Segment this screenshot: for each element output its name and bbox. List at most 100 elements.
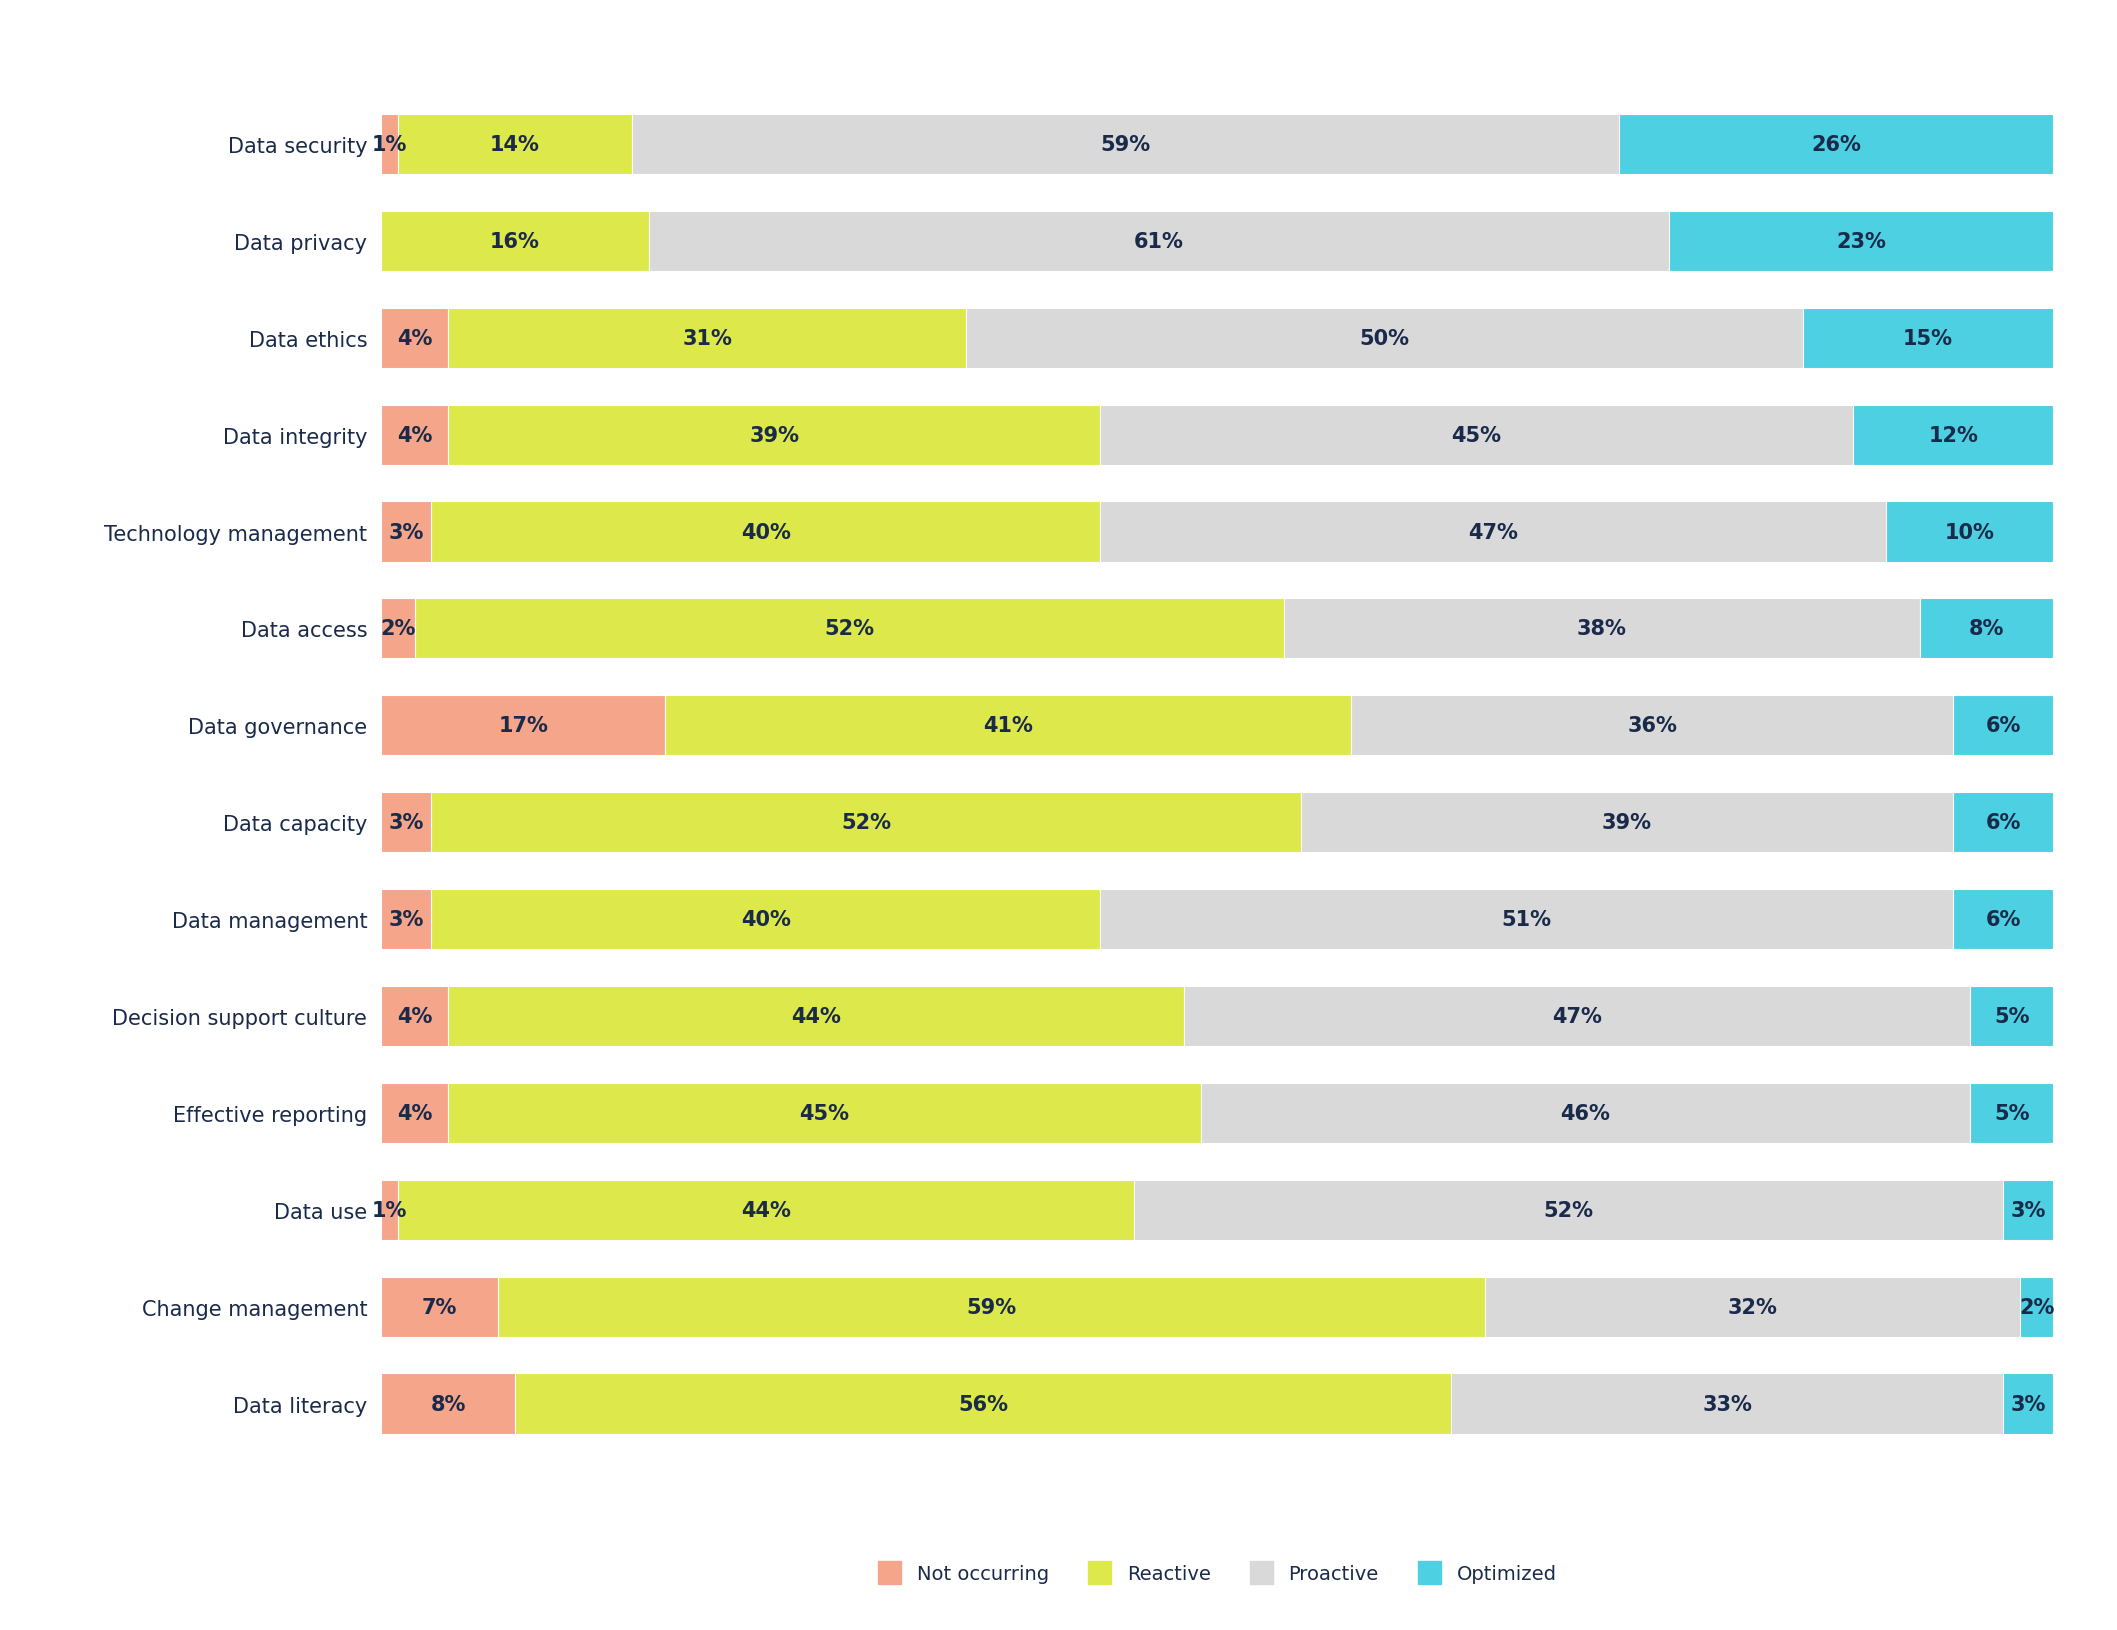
Text: 52%: 52% <box>824 619 874 639</box>
Text: 38%: 38% <box>1577 619 1626 639</box>
Bar <box>415 598 1285 659</box>
Bar <box>432 792 1300 852</box>
Bar <box>1101 502 1886 562</box>
Text: 8%: 8% <box>430 1394 466 1413</box>
Bar <box>381 696 665 756</box>
Bar <box>1135 1180 2003 1240</box>
Text: 5%: 5% <box>1994 1006 2030 1027</box>
Text: 41%: 41% <box>982 716 1033 735</box>
Bar <box>381 308 449 368</box>
Text: 44%: 44% <box>741 1200 790 1219</box>
Bar <box>432 502 1101 562</box>
Bar <box>381 1084 449 1143</box>
Text: 4%: 4% <box>396 329 432 349</box>
Bar <box>1886 502 2053 562</box>
Text: 45%: 45% <box>800 1104 849 1123</box>
Text: 14%: 14% <box>489 135 540 155</box>
Text: 10%: 10% <box>1946 522 1994 543</box>
Bar <box>381 792 432 852</box>
Bar <box>432 890 1101 950</box>
Bar <box>1101 406 1852 465</box>
Text: 6%: 6% <box>1986 910 2022 929</box>
Bar <box>449 406 1101 465</box>
Bar <box>381 114 398 174</box>
Bar <box>1452 1374 2003 1434</box>
Text: 4%: 4% <box>396 1104 432 1123</box>
Text: 61%: 61% <box>1135 231 1183 251</box>
Text: 6%: 6% <box>1986 716 2022 735</box>
Text: 33%: 33% <box>1702 1394 1753 1413</box>
Bar <box>398 114 633 174</box>
Text: 46%: 46% <box>1560 1104 1611 1123</box>
Text: 45%: 45% <box>1452 425 1501 445</box>
Bar <box>1285 598 1920 659</box>
Text: 3%: 3% <box>2011 1200 2047 1219</box>
Bar <box>1101 890 1954 950</box>
Bar <box>1620 114 2053 174</box>
Bar <box>1954 890 2053 950</box>
Text: 52%: 52% <box>840 813 891 833</box>
Bar <box>1920 598 2053 659</box>
Text: 39%: 39% <box>1603 813 1651 833</box>
Text: 50%: 50% <box>1359 329 1410 349</box>
Text: 56%: 56% <box>959 1394 1008 1413</box>
Bar <box>1668 212 2053 272</box>
Bar <box>449 986 1183 1046</box>
Bar <box>381 598 415 659</box>
Text: 7%: 7% <box>421 1297 457 1317</box>
Text: 3%: 3% <box>387 910 423 929</box>
Bar <box>2003 1180 2053 1240</box>
Bar <box>381 406 449 465</box>
Text: 32%: 32% <box>1727 1297 1778 1317</box>
Bar <box>449 1084 1200 1143</box>
Text: 23%: 23% <box>1835 231 1886 251</box>
Text: 6%: 6% <box>1986 813 2022 833</box>
Text: 5%: 5% <box>1994 1104 2030 1123</box>
Text: 12%: 12% <box>1929 425 1977 445</box>
Bar <box>449 308 965 368</box>
Bar <box>2003 1374 2053 1434</box>
Text: 1%: 1% <box>373 1200 406 1219</box>
Bar <box>1969 986 2053 1046</box>
Text: 16%: 16% <box>489 231 540 251</box>
Text: 4%: 4% <box>396 1006 432 1027</box>
Text: 47%: 47% <box>1469 522 1518 543</box>
Bar <box>631 114 1620 174</box>
Bar <box>965 308 1804 368</box>
Bar <box>381 1276 497 1337</box>
Text: 4%: 4% <box>396 425 432 445</box>
Bar <box>514 1374 1452 1434</box>
Text: 2%: 2% <box>381 619 415 639</box>
Text: 3%: 3% <box>2011 1394 2047 1413</box>
Bar <box>1183 986 1971 1046</box>
Bar <box>497 1276 1484 1337</box>
Bar <box>381 502 432 562</box>
Text: 59%: 59% <box>967 1297 1016 1317</box>
Bar <box>1300 792 1954 852</box>
Text: 1%: 1% <box>373 135 406 155</box>
Bar <box>1954 696 2053 756</box>
Bar <box>381 1374 514 1434</box>
Text: 36%: 36% <box>1628 716 1677 735</box>
Bar <box>2020 1276 2053 1337</box>
Text: 40%: 40% <box>741 910 790 929</box>
Text: 26%: 26% <box>1812 135 1861 155</box>
Legend: Not occurring, Reactive, Proactive, Optimized: Not occurring, Reactive, Proactive, Opti… <box>870 1553 1564 1591</box>
Bar <box>381 986 449 1046</box>
Text: 44%: 44% <box>792 1006 840 1027</box>
Bar <box>1969 1084 2053 1143</box>
Text: 17%: 17% <box>497 716 548 735</box>
Text: 47%: 47% <box>1552 1006 1603 1027</box>
Bar <box>1200 1084 1971 1143</box>
Text: 59%: 59% <box>1101 135 1150 155</box>
Bar <box>1852 406 2053 465</box>
Bar <box>381 1180 398 1240</box>
Bar <box>648 212 1668 272</box>
Text: 31%: 31% <box>682 329 732 349</box>
Bar <box>1351 696 1954 756</box>
Bar <box>1804 308 2053 368</box>
Bar <box>1954 792 2053 852</box>
Bar <box>381 890 432 950</box>
Text: 3%: 3% <box>387 522 423 543</box>
Text: 52%: 52% <box>1543 1200 1594 1219</box>
